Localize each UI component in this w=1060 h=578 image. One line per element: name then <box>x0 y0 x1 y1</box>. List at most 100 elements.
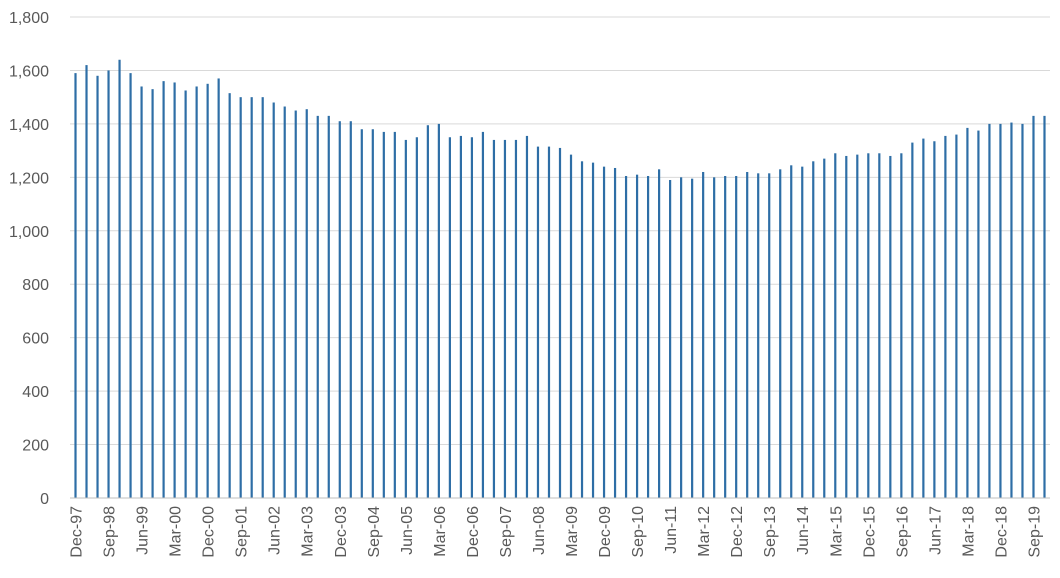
bar <box>470 137 474 498</box>
bar <box>140 86 143 498</box>
bar <box>878 153 881 499</box>
y-tick-label: 800 <box>22 277 49 294</box>
bar <box>437 123 440 498</box>
bar <box>845 155 848 498</box>
bar <box>834 153 837 499</box>
bar <box>426 125 429 498</box>
bar <box>151 89 154 499</box>
x-tick-label: Mar-06 <box>432 506 449 557</box>
x-tick-label: Sep-16 <box>894 506 911 558</box>
y-tick-label: 1,800 <box>9 10 49 27</box>
bar <box>713 177 716 499</box>
x-tick-label: Sep-01 <box>234 506 251 558</box>
bar <box>944 135 947 499</box>
x-tick-label: Mar-15 <box>828 506 845 557</box>
bar <box>217 78 220 498</box>
x-tick-label: Jun-11 <box>663 506 680 554</box>
bar <box>404 139 407 498</box>
x-tick-label: Sep-10 <box>630 506 647 558</box>
x-tick-label: Dec-97 <box>69 506 86 558</box>
bar <box>327 115 330 498</box>
bar <box>977 130 980 498</box>
bar <box>96 75 99 499</box>
bar <box>85 65 88 498</box>
bar <box>206 83 209 499</box>
bar <box>569 154 573 498</box>
bar <box>393 131 396 498</box>
bar <box>294 110 297 499</box>
y-tick-label: 1,200 <box>9 170 49 187</box>
x-tick-label: Mar-03 <box>300 506 317 557</box>
bar <box>768 173 771 498</box>
bar <box>415 137 418 498</box>
bar <box>933 141 936 498</box>
bar <box>779 169 782 499</box>
bar <box>338 121 341 498</box>
y-tick-label: 0 <box>40 491 49 508</box>
bar <box>790 165 793 498</box>
y-tick-label: 1,000 <box>9 224 49 241</box>
bar <box>1010 122 1013 498</box>
bar <box>635 174 639 498</box>
x-tick-label: Dec-15 <box>861 506 878 558</box>
bar <box>966 127 969 499</box>
bar <box>856 154 859 498</box>
bar <box>173 82 176 498</box>
bar <box>867 153 870 499</box>
bars <box>74 59 1046 499</box>
bar <box>283 106 286 499</box>
x-tick-label: Dec-03 <box>333 506 350 558</box>
x-tick-label: Mar-09 <box>564 506 581 557</box>
bar <box>735 175 738 498</box>
bar <box>658 169 661 499</box>
bar <box>371 129 374 498</box>
bar <box>316 115 319 498</box>
bar <box>547 146 551 498</box>
x-tick-label: Sep-19 <box>1026 506 1043 558</box>
bar <box>746 171 749 498</box>
x-tick-label: Jun-14 <box>795 506 812 555</box>
bar <box>492 139 496 498</box>
bar <box>955 134 958 499</box>
bar <box>536 146 540 498</box>
bar <box>107 70 110 498</box>
x-tick-label: Jun-99 <box>135 506 152 555</box>
bar <box>889 155 892 498</box>
bar <box>239 97 242 499</box>
x-tick-label: Sep-13 <box>762 506 779 558</box>
bar <box>1032 115 1035 498</box>
bar <box>988 123 991 498</box>
bar <box>591 162 595 498</box>
bar <box>349 121 352 498</box>
bar <box>911 142 914 498</box>
x-tick-label: Jun-08 <box>531 506 548 555</box>
y-axis-tick-labels: 0 200 400 600 800 1,000 1,200 1,400 1,600 1,800 <box>9 10 49 508</box>
bar <box>459 135 462 499</box>
bar <box>999 123 1002 498</box>
x-tick-label: Jun-17 <box>927 506 944 555</box>
bar <box>900 153 903 499</box>
y-tick-label: 400 <box>22 384 49 401</box>
bar <box>724 175 727 498</box>
bar <box>613 167 617 498</box>
y-tick-label: 1,400 <box>9 117 49 134</box>
bar <box>646 175 650 498</box>
y-tick-label: 1,600 <box>9 63 49 80</box>
bar <box>118 59 121 498</box>
x-tick-label: Dec-00 <box>201 506 218 558</box>
bar <box>448 137 451 498</box>
bar <box>580 161 584 499</box>
x-tick-label: Jun-05 <box>399 506 416 555</box>
bar <box>1043 115 1046 498</box>
bar <box>184 90 187 498</box>
x-axis-tick-labels: Dec-97 Sep-98 Jun-99 Mar-00 Dec-00 Sep-01 Jun-… <box>69 506 1044 558</box>
x-tick-label: Jun-02 <box>267 506 284 555</box>
y-tick-label: 600 <box>22 331 49 348</box>
bar <box>360 129 363 498</box>
bar <box>691 178 694 499</box>
bar <box>481 131 485 498</box>
bar <box>702 171 705 498</box>
bar <box>757 173 760 498</box>
bar <box>812 161 815 499</box>
